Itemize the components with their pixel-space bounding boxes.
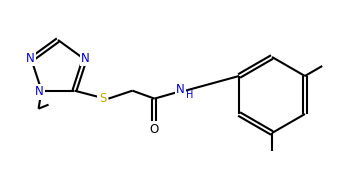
Text: O: O [150, 123, 159, 136]
Text: N: N [176, 83, 185, 96]
Text: H: H [186, 90, 194, 100]
Text: S: S [99, 92, 106, 105]
Text: N: N [26, 52, 35, 65]
Text: N: N [81, 52, 90, 65]
Text: N: N [35, 85, 44, 98]
